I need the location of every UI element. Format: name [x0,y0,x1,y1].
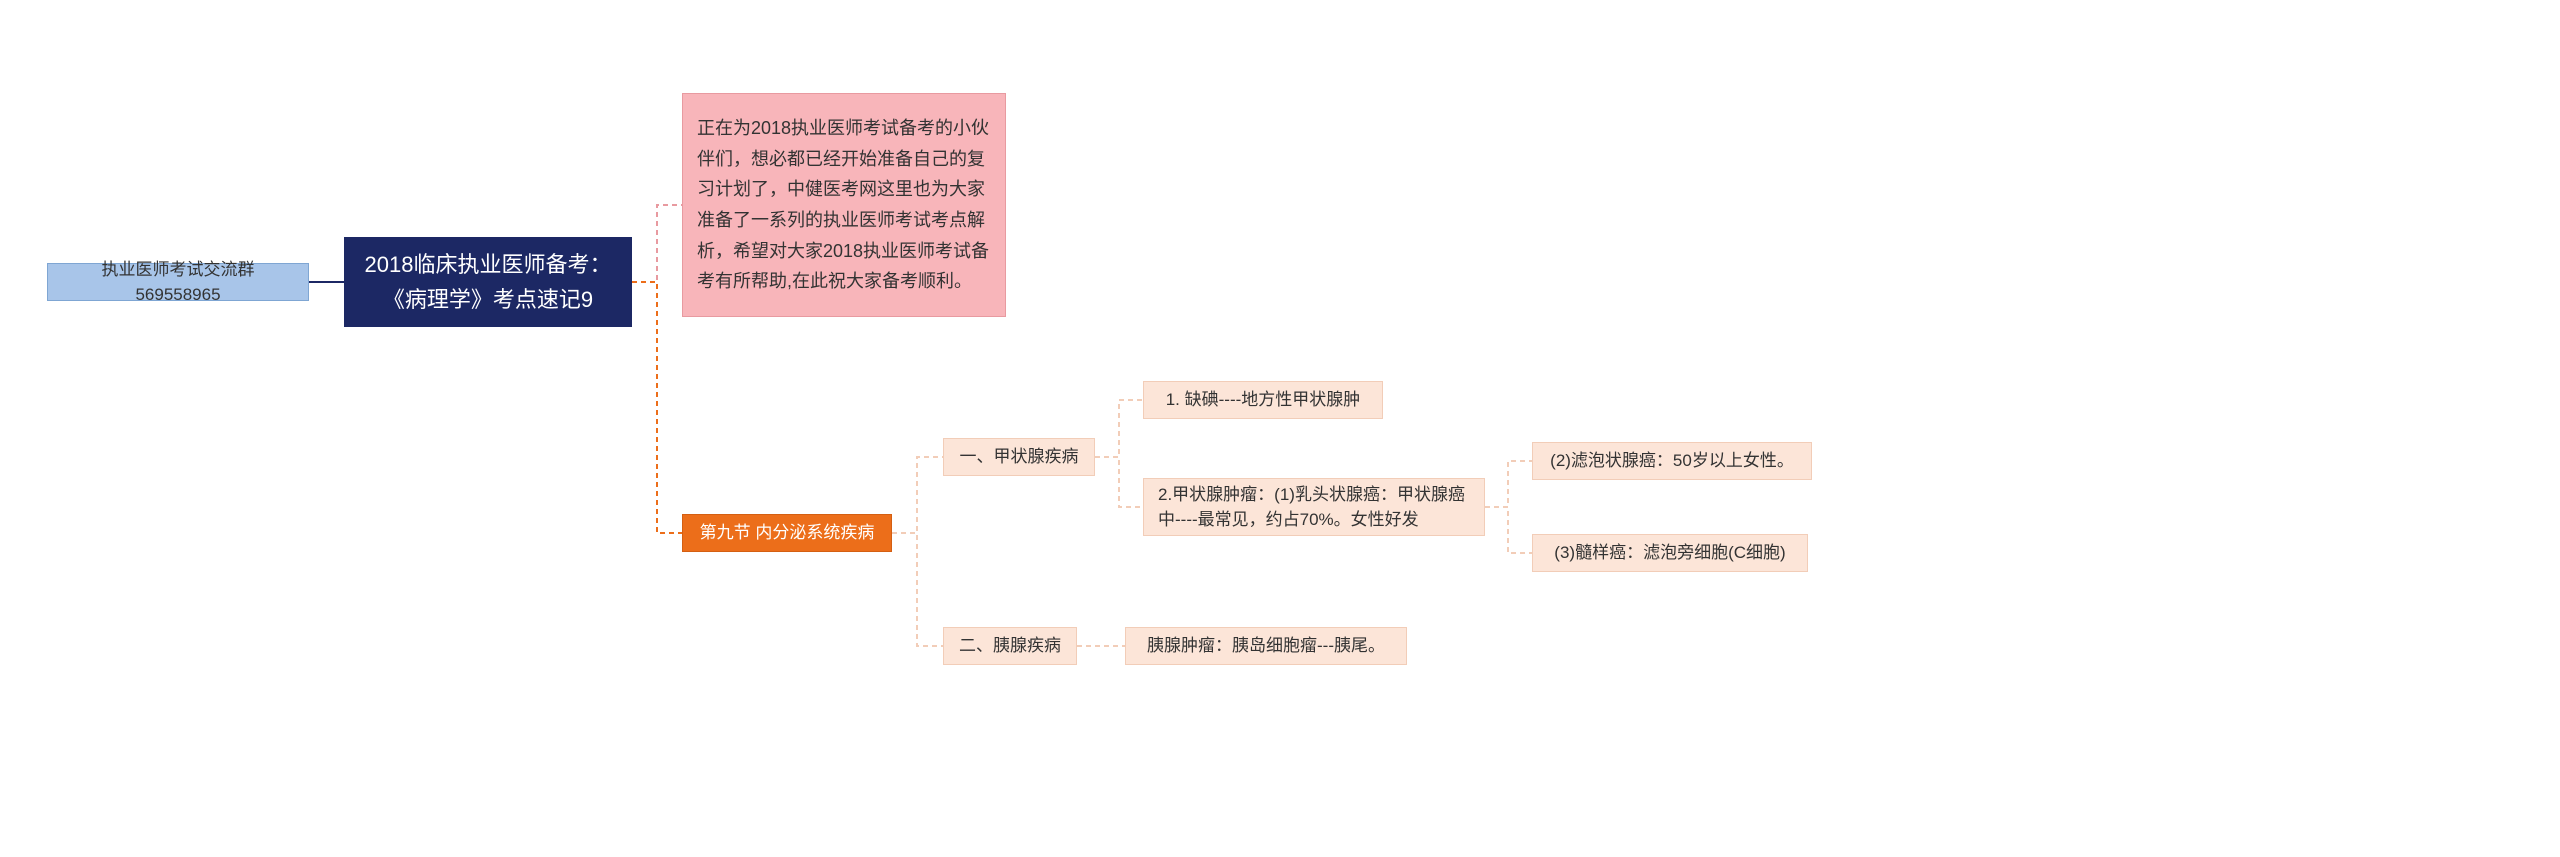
section-node[interactable]: 第九节 内分泌系统疾病 [682,514,892,552]
topic2-item1-label: 胰腺肿瘤：胰岛细胞瘤---胰尾。 [1147,633,1385,659]
root-node[interactable]: 2018临床执业医师备考： 《病理学》考点速记9 [344,237,632,327]
left-label: 执业医师考试交流群569558965 [62,257,294,308]
topic1-item2-sub1-label: (2)滤泡状腺癌：50岁以上女性。 [1550,448,1794,474]
topic1-node[interactable]: 一、甲状腺疾病 [943,438,1095,476]
section-label: 第九节 内分泌系统疾病 [700,520,875,546]
intro-node[interactable]: 正在为2018执业医师考试备考的小伙伴们，想必都已经开始准备自己的复习计划了，中… [682,93,1006,317]
topic1-item2-sub2-label: (3)髓样癌：滤泡旁细胞(C细胞) [1554,540,1785,566]
connector-section-topic1 [892,457,943,533]
topic2-label: 二、胰腺疾病 [959,633,1061,659]
topic1-item1-node[interactable]: 1. 缺碘----地方性甲状腺肿 [1143,381,1383,419]
connector-root-section [632,282,682,533]
connector-section-topic2 [892,533,943,646]
root-label: 2018临床执业医师备考： 《病理学》考点速记9 [365,247,612,317]
left-branch-node[interactable]: 执业医师考试交流群569558965 [47,263,309,301]
topic1-item2-node[interactable]: 2.甲状腺肿瘤：(1)乳头状腺癌：甲状腺癌中----最常见，约占70%。女性好发 [1143,478,1485,536]
topic1-item2-sub2-node[interactable]: (3)髓样癌：滤泡旁细胞(C细胞) [1532,534,1808,572]
topic1-item2-sub1-node[interactable]: (2)滤泡状腺癌：50岁以上女性。 [1532,442,1812,480]
topic2-node[interactable]: 二、胰腺疾病 [943,627,1077,665]
topic1-item2-label: 2.甲状腺肿瘤：(1)乳头状腺癌：甲状腺癌中----最常见，约占70%。女性好发 [1158,482,1470,533]
connector-topic1-item1 [1095,400,1143,457]
connector-item2-sub1 [1485,461,1532,507]
connector-root-intro [632,205,682,282]
topic2-item1-node[interactable]: 胰腺肿瘤：胰岛细胞瘤---胰尾。 [1125,627,1407,665]
connector-topic1-item2 [1095,457,1143,507]
topic1-item1-label: 1. 缺碘----地方性甲状腺肿 [1166,387,1361,413]
connector-layer [0,0,2560,857]
topic1-label: 一、甲状腺疾病 [960,444,1079,470]
connector-item2-sub2 [1485,507,1532,553]
intro-label: 正在为2018执业医师考试备考的小伙伴们，想必都已经开始准备自己的复习计划了，中… [697,113,991,297]
